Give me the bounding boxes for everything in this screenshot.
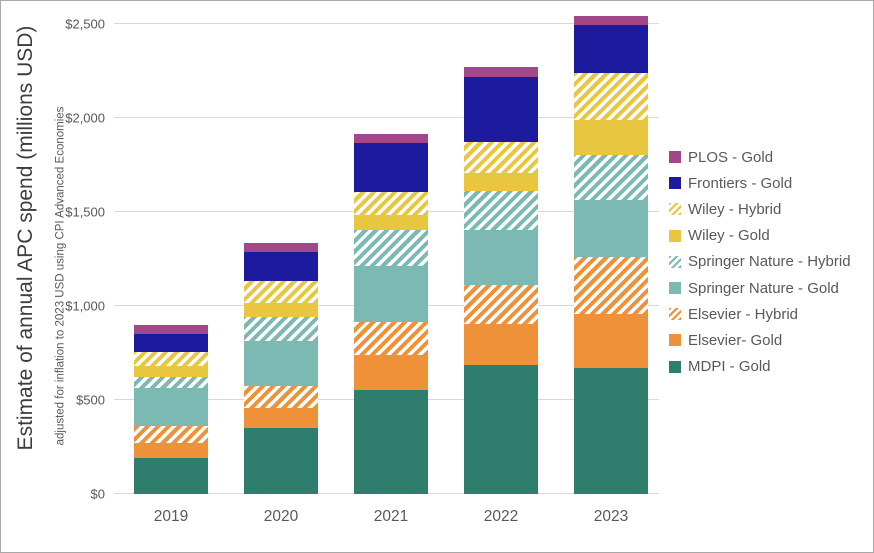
- segment-springer-nature-gold-2022: [464, 229, 538, 286]
- segment-elsevier-gold-2023: [574, 313, 648, 369]
- segment-plos-gold-2020: [244, 243, 318, 253]
- segment-frontiers-gold-2023: [574, 25, 648, 73]
- x-axis-label-2021: 2021: [373, 508, 409, 525]
- segment-springer-nature-hybrid-2021: [354, 229, 428, 266]
- legend-swatch-icon: [669, 255, 681, 268]
- segment-wiley-gold-2022: [464, 172, 538, 192]
- legend-label: Elsevier- Gold: [688, 331, 783, 349]
- legend-swatch-icon: [669, 360, 681, 373]
- legend-swatch-icon: [669, 334, 681, 347]
- legend-item-elsevier-hybrid: Elsevier - Hybrid: [669, 301, 851, 327]
- legend-label: Springer Nature - Gold: [688, 279, 839, 297]
- bar-2019: [134, 324, 208, 494]
- legend-label: Wiley - Gold: [688, 227, 770, 245]
- segment-mdpi-gold-2020: [244, 428, 318, 494]
- legend-item-mdpi-gold: MDPI - Gold: [669, 354, 851, 380]
- y-axis-tick-label: $2,000: [65, 110, 105, 126]
- legend: PLOS - Gold Frontiers - Gold Wiley - Hybri…: [669, 144, 851, 380]
- segment-wiley-hybrid-2022: [464, 142, 538, 173]
- segment-plos-gold-2023: [574, 15, 648, 25]
- segment-plos-gold-2019: [134, 324, 208, 335]
- legend-item-elsevier-gold: Elsevier- Gold: [669, 327, 851, 353]
- segment-springer-nature-hybrid-2022: [464, 191, 538, 230]
- segment-elsevier-gold-2019: [134, 443, 208, 459]
- segment-springer-nature-gold-2019: [134, 387, 208, 427]
- x-axis-label-2020: 2020: [263, 508, 299, 525]
- segment-elsevier-gold-2021: [354, 354, 428, 390]
- x-axis-label-2023: 2023: [593, 508, 629, 525]
- segment-wiley-hybrid-2021: [354, 192, 428, 215]
- legend-swatch-icon: [669, 177, 681, 190]
- segment-elsevier-hybrid-2023: [574, 257, 648, 314]
- segment-wiley-gold-2021: [354, 214, 428, 230]
- segment-elsevier-hybrid-2021: [354, 322, 428, 355]
- legend-item-springer-nature-gold: Springer Nature - Gold: [669, 275, 851, 301]
- legend-label: Elsevier - Hybrid: [688, 305, 799, 323]
- segment-springer-nature-gold-2023: [574, 199, 648, 258]
- legend-item-wiley-gold: Wiley - Gold: [669, 223, 851, 249]
- bar-2023: [574, 15, 648, 494]
- bar-2022: [464, 67, 538, 494]
- segment-wiley-hybrid-2020: [244, 280, 318, 304]
- segment-elsevier-gold-2022: [464, 323, 538, 366]
- segment-wiley-hybrid-2023: [574, 72, 648, 120]
- legend-label: PLOS - Gold: [688, 148, 774, 166]
- bar-2021: [354, 134, 428, 494]
- y-axis-title: Estimate of annual APC spend (millions U…: [14, 25, 37, 451]
- x-axis-label-2019: 2019: [153, 508, 189, 525]
- legend-swatch-icon: [669, 151, 681, 164]
- y-axis-tick-label: $0: [90, 486, 105, 502]
- segment-elsevier-hybrid-2019: [134, 426, 208, 444]
- y-axis-tick-label: $500: [76, 392, 105, 408]
- legend-item-springer-nature-hybrid: Springer Nature - Hybrid: [669, 249, 851, 275]
- segment-springer-nature-hybrid-2020: [244, 317, 318, 341]
- y-axis-tick-label: $1,500: [65, 204, 105, 220]
- segment-wiley-gold-2019: [134, 366, 208, 377]
- legend-item-frontiers-gold: Frontiers - Gold: [669, 170, 851, 196]
- legend-label: Frontiers - Gold: [688, 174, 793, 192]
- y-axis-tick-label: $1,000: [65, 298, 105, 314]
- x-axis-label-2022: 2022: [483, 508, 519, 525]
- segment-mdpi-gold-2019: [134, 458, 208, 494]
- legend-label: MDPI - Gold: [688, 358, 771, 376]
- segment-wiley-hybrid-2019: [134, 352, 208, 367]
- segment-plos-gold-2022: [464, 67, 538, 77]
- segment-plos-gold-2021: [354, 134, 428, 143]
- segment-wiley-gold-2020: [244, 303, 318, 318]
- segment-elsevier-hybrid-2022: [464, 285, 538, 324]
- legend-item-wiley-hybrid: Wiley - Hybrid: [669, 196, 851, 222]
- segment-wiley-gold-2023: [574, 119, 648, 155]
- segment-elsevier-hybrid-2020: [244, 385, 318, 409]
- segment-springer-nature-gold-2021: [354, 265, 428, 323]
- legend-swatch-icon: [669, 229, 681, 242]
- segment-frontiers-gold-2021: [354, 142, 428, 193]
- plot-area: $0 $500 $1,000 $1,500 $2,000 $2,500 2019 2020 20…: [65, 15, 659, 525]
- segment-mdpi-gold-2022: [464, 365, 538, 494]
- gridline-2000: [114, 117, 659, 118]
- segment-springer-nature-hybrid-2023: [574, 154, 648, 200]
- segment-frontiers-gold-2020: [244, 252, 318, 281]
- gridline-2500: [114, 23, 659, 24]
- legend-swatch-icon: [669, 282, 681, 295]
- segment-frontiers-gold-2022: [464, 76, 538, 143]
- segment-mdpi-gold-2021: [354, 389, 428, 494]
- legend-swatch-icon: [669, 308, 681, 321]
- legend-item-plos-gold: PLOS - Gold: [669, 144, 851, 170]
- legend-swatch-icon: [669, 203, 681, 216]
- segment-mdpi-gold-2023: [574, 368, 648, 494]
- y-axis-subtitle: adjusted for inflation to 2023 USD using…: [54, 106, 67, 446]
- y-axis-tick-label: $2,500: [65, 16, 105, 32]
- legend-label: Springer Nature - Hybrid: [688, 253, 851, 271]
- segment-springer-nature-hybrid-2019: [134, 376, 208, 388]
- segment-frontiers-gold-2019: [134, 334, 208, 353]
- legend-label: Wiley - Hybrid: [688, 200, 782, 218]
- segment-elsevier-gold-2020: [244, 408, 318, 429]
- bar-2020: [244, 243, 318, 494]
- segment-springer-nature-gold-2020: [244, 340, 318, 386]
